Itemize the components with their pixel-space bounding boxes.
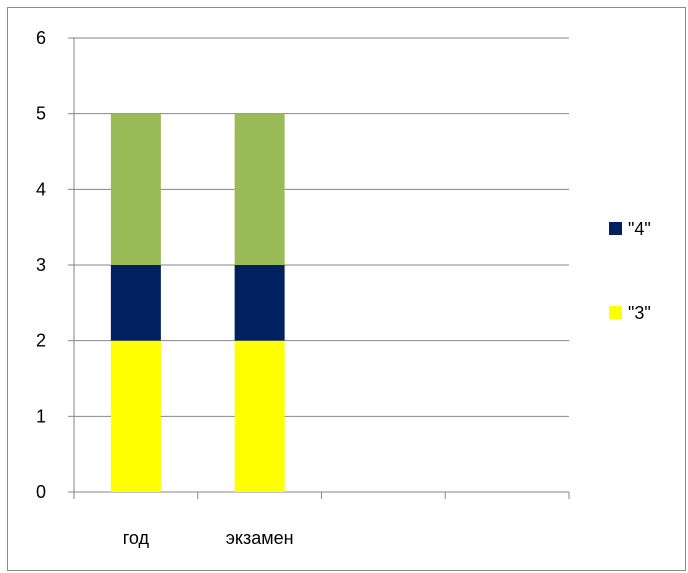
y-tick-label: 6	[36, 28, 46, 48]
y-tick-label: 3	[36, 255, 46, 275]
y-tick-label: 4	[36, 179, 46, 199]
y-tick-label: 5	[36, 104, 46, 124]
bar-segment	[110, 113, 161, 266]
y-tick-label: 1	[36, 406, 46, 426]
legend-label: "4"	[628, 219, 651, 239]
bar-segment	[234, 113, 285, 266]
x-category-label: год	[123, 528, 150, 548]
legend: "4" "3"	[609, 219, 651, 323]
legend-swatch	[609, 306, 622, 319]
legend-label: "3"	[628, 303, 651, 323]
bar-segment	[110, 265, 161, 341]
legend-swatch	[609, 222, 622, 235]
bar-segment	[234, 265, 285, 341]
x-category-label: экзамен	[226, 528, 294, 548]
bar-segment	[234, 340, 285, 492]
bars	[110, 113, 285, 492]
y-tick-label: 2	[36, 331, 46, 351]
axes: 0 1 2 3 4 5 6 год экзамен	[36, 28, 570, 548]
y-tick-label: 0	[36, 482, 46, 502]
bar-segment	[110, 340, 161, 492]
